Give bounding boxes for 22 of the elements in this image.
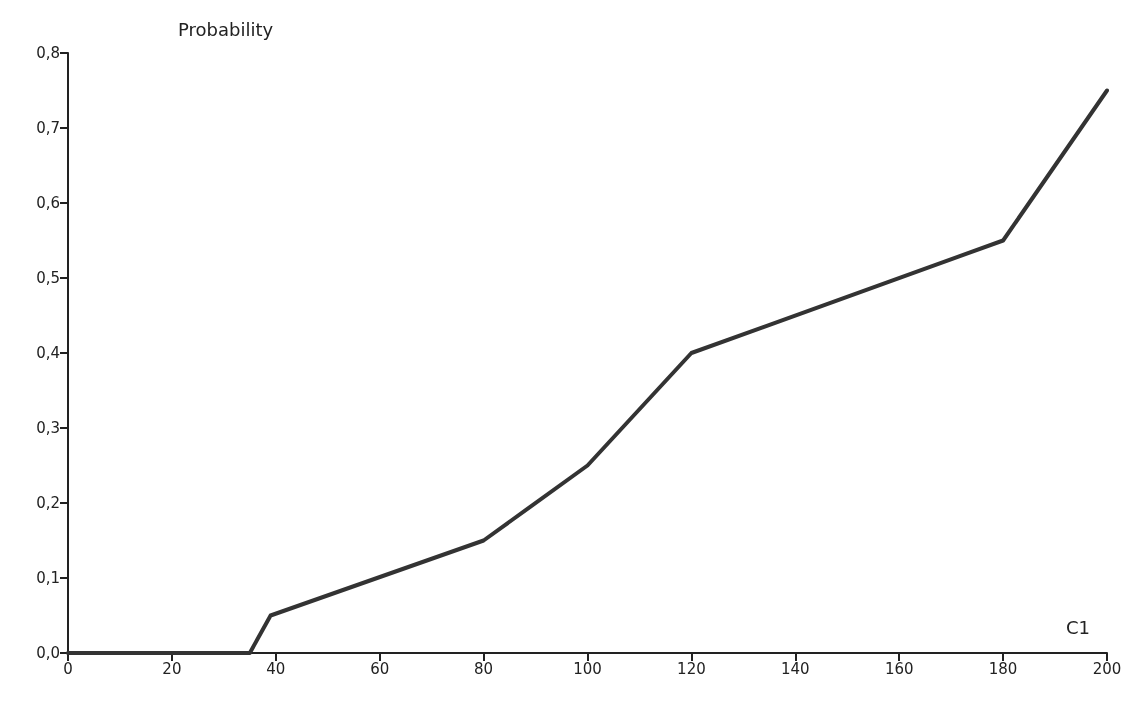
y-tick-label: 0,6 (36, 194, 60, 212)
y-tick-label: 0,2 (36, 494, 60, 512)
x-tick-label: 120 (677, 659, 706, 678)
x-tick-label: 140 (780, 659, 810, 678)
y-tick-label: 0,5 (36, 269, 60, 287)
x-tick-label: 40 (266, 659, 286, 678)
x-tick-label: 100 (573, 659, 602, 678)
x-tick-label: 80 (474, 659, 494, 678)
y-tick-label: 0,4 (36, 344, 60, 362)
x-tick-label: 20 (162, 659, 182, 678)
x-tick-label: 0 (63, 659, 73, 678)
x-tick-label: 200 (1092, 659, 1122, 678)
x-tick-label: 180 (988, 659, 1018, 678)
y-tick-label: 0,8 (36, 44, 60, 62)
y-tick-label: 0,3 (36, 419, 60, 437)
y-tick-label: 0,7 (36, 119, 60, 137)
x-axis-title: C1 (1065, 616, 1091, 638)
y-axis-title: Probability (178, 18, 274, 40)
y-tick-label: 0,1 (36, 569, 60, 587)
x-tick-label: 60 (370, 659, 390, 678)
y-tick-label: 0,0 (36, 644, 60, 662)
x-tick-label: 160 (884, 659, 914, 678)
